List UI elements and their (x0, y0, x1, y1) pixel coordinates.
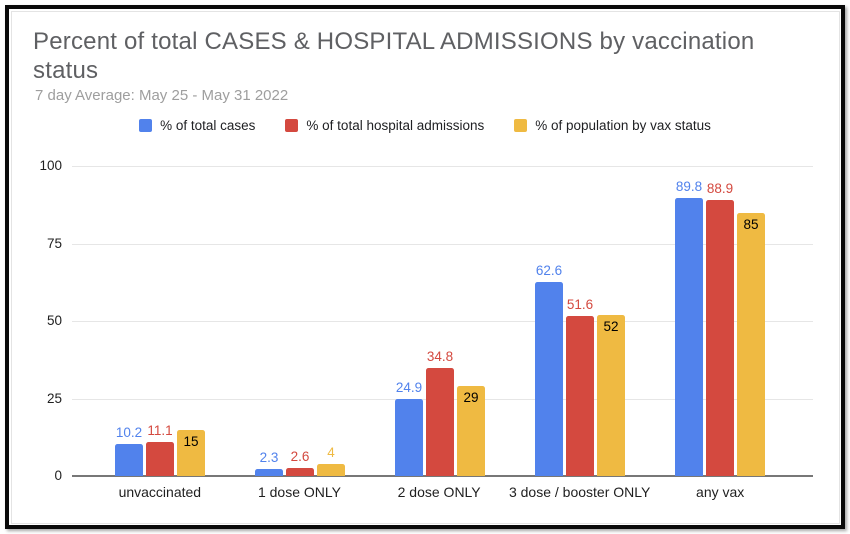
plot-area: 10.2 11.1 15 2.3 2.6 4 24.9 34.8 29 62.6 51.6 52 89.… (72, 166, 813, 477)
legend-label: % of total cases (160, 118, 256, 133)
y-axis-tick-label: 50 (46, 313, 62, 328)
category-label: 3 dose / booster ONLY (508, 484, 651, 500)
chart-legend: % of total cases % of total hospital admi… (0, 118, 850, 133)
bar-groups: 10.2 11.1 15 2.3 2.6 4 24.9 34.8 29 62.6 51.6 52 89.… (90, 166, 790, 476)
category-label: 1 dose ONLY (257, 484, 341, 500)
bar-group: 24.9 34.8 29 (370, 166, 510, 476)
bar-hospital-admissions: 51.6 (566, 297, 594, 476)
x-axis-line (72, 475, 813, 477)
gridline (72, 321, 813, 322)
chart-title: Percent of total CASES & HOSPITAL ADMISS… (33, 28, 755, 84)
x-axis-labels: unvaccinated 1 dose ONLY 2 dose ONLY 3 dose… (90, 484, 790, 500)
bar-group: 2.3 2.6 4 (230, 166, 370, 476)
bar-value-label: 29 (463, 390, 479, 406)
bar-value-label: 11.1 (147, 422, 173, 438)
bar-value-label: 52 (603, 318, 619, 334)
bar-population: 85 (737, 212, 765, 476)
bar-cases: 10.2 (115, 425, 143, 476)
bar-value-label: 4 (327, 444, 335, 460)
bar-cases: 2.3 (255, 450, 283, 476)
bar-value-label: 2.3 (259, 449, 279, 465)
bar-value-label: 88.9 (706, 181, 734, 197)
legend-item-population: % of population by vax status (514, 118, 711, 133)
category-label: any vax (696, 484, 745, 500)
bar-group: 62.6 51.6 52 (510, 166, 650, 476)
bar-hospital-admissions: 11.1 (146, 423, 174, 476)
y-axis-tick-label: 100 (39, 158, 62, 173)
bar-cases: 62.6 (535, 263, 563, 476)
bar-population: 15 (177, 429, 205, 476)
legend-swatch-cases-icon (139, 119, 153, 132)
bar-cases: 89.8 (675, 179, 703, 476)
y-axis-tick-label: 0 (54, 468, 62, 483)
category-label: 2 dose ONLY (397, 484, 481, 500)
bar-group: 10.2 11.1 15 (90, 166, 230, 476)
bar-hospital-admissions: 88.9 (706, 181, 734, 476)
gridline (72, 166, 813, 167)
bar-hospital-admissions: 2.6 (286, 449, 314, 476)
bar-population: 4 (317, 445, 345, 476)
chart-subtitle: 7 day Average: May 25 - May 31 2022 (35, 87, 289, 104)
legend-swatch-hospital-admissions-icon (285, 119, 299, 132)
legend-label: % of population by vax status (535, 118, 711, 133)
y-axis-tick-label: 25 (46, 390, 62, 406)
chart-frame (5, 5, 845, 529)
bar-value-label: 10.2 (115, 425, 143, 441)
bar-cases: 24.9 (395, 380, 423, 476)
legend-swatch-population-icon (514, 119, 528, 132)
bar-value-label: 15 (183, 433, 199, 449)
gridline (72, 243, 813, 245)
bar-value-label: 89.8 (675, 178, 703, 194)
bar-value-label: 24.9 (395, 379, 423, 395)
bar-value-label: 85 (743, 216, 759, 232)
bar-value-label: 2.6 (290, 448, 310, 464)
bar-population: 52 (597, 314, 625, 476)
bar-value-label: 34.8 (426, 349, 454, 365)
bar-value-label: 62.6 (535, 262, 563, 278)
bar-value-label: 51.6 (566, 297, 594, 313)
legend-item-hospital-admissions: % of total hospital admissions (285, 118, 484, 133)
bar-population: 29 (457, 386, 485, 476)
category-label: unvaccinated (118, 484, 202, 500)
legend-label: % of total hospital admissions (306, 118, 485, 133)
bar-group: 89.8 88.9 85 (650, 166, 790, 476)
y-axis-tick-label: 75 (46, 235, 62, 251)
legend-item-cases: % of total cases (139, 118, 255, 133)
bar-hospital-admissions: 34.8 (426, 349, 454, 476)
